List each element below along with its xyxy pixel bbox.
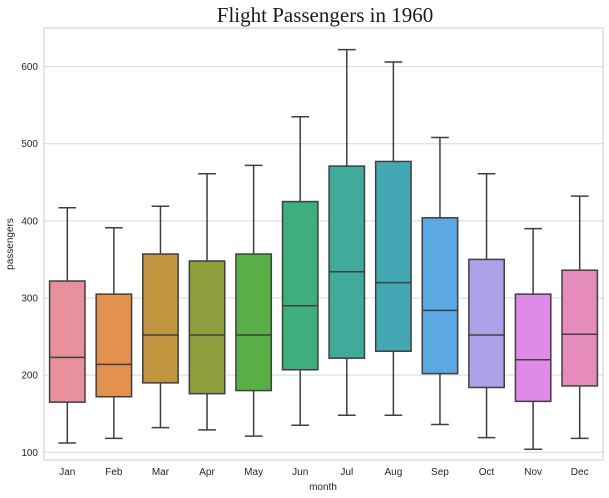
iqr-box	[188, 260, 226, 395]
box-jan	[48, 206, 86, 444]
box-aug	[374, 61, 412, 417]
x-tick-label: Mar	[152, 467, 170, 478]
plot-area	[43, 27, 604, 461]
x-axis-label: month	[309, 482, 337, 493]
box-nov	[514, 227, 552, 450]
iqr-box	[328, 165, 366, 359]
x-axis-ticks: Jan Feb Mar Apr May Jun Jul Aug Sep Oct Nov Dec	[59, 467, 588, 478]
box-jun	[281, 115, 319, 427]
x-tick-label: Nov	[524, 467, 542, 478]
iqr-box	[235, 253, 273, 392]
box-feb	[95, 227, 133, 440]
x-tick-label: Oct	[479, 467, 495, 478]
iqr-box	[95, 293, 133, 398]
x-tick-label: Feb	[105, 467, 123, 478]
box-sep	[421, 136, 459, 426]
plot-frame	[43, 27, 604, 461]
iqr-box	[421, 217, 459, 375]
y-tick-label: 200	[21, 371, 38, 382]
box-may	[235, 164, 273, 437]
iqr-box	[48, 280, 86, 403]
x-tick-label: Jan	[59, 467, 75, 478]
box-mar	[142, 205, 179, 429]
x-tick-label: Sep	[431, 467, 449, 478]
iqr-box	[374, 160, 412, 352]
y-axis-label: passengers	[5, 218, 16, 270]
y-axis-ticks: 100 200 300 400 500 600	[21, 62, 38, 459]
y-tick-label: 400	[21, 216, 38, 227]
iqr-box	[514, 293, 552, 403]
x-tick-label: Aug	[384, 467, 402, 478]
iqr-box	[142, 253, 179, 384]
iqr-box	[468, 258, 505, 389]
x-tick-label: Dec	[571, 467, 589, 478]
box-oct	[468, 173, 505, 439]
chart-title: Flight Passengers in 1960	[217, 3, 433, 27]
iqr-box	[561, 269, 599, 387]
y-tick-label: 300	[21, 294, 38, 305]
x-tick-label: Apr	[199, 467, 215, 478]
box-jul	[328, 48, 366, 417]
box-dec	[561, 195, 599, 440]
y-tick-label: 500	[21, 139, 38, 150]
y-tick-label: 100	[21, 448, 38, 459]
box-apr	[188, 173, 226, 431]
x-tick-label: Jul	[340, 467, 353, 478]
y-tick-label: 600	[21, 62, 38, 73]
iqr-box	[281, 200, 319, 371]
x-tick-label: Jun	[292, 467, 308, 478]
grid-lines	[44, 66, 603, 453]
x-tick-label: May	[244, 467, 263, 478]
boxes	[48, 48, 599, 450]
